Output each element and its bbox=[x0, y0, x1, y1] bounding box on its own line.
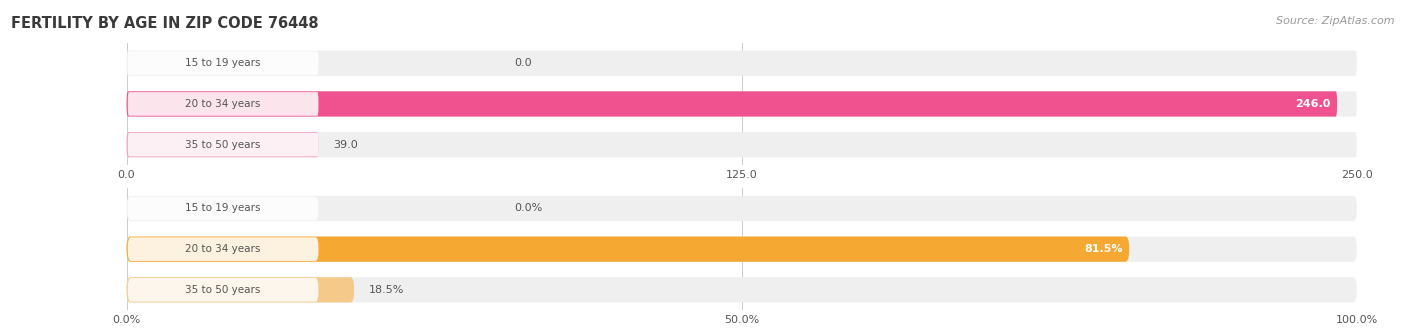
Text: 20 to 34 years: 20 to 34 years bbox=[186, 244, 260, 254]
FancyBboxPatch shape bbox=[127, 132, 1357, 157]
FancyBboxPatch shape bbox=[128, 51, 318, 75]
FancyBboxPatch shape bbox=[128, 92, 318, 116]
FancyBboxPatch shape bbox=[128, 133, 318, 156]
FancyBboxPatch shape bbox=[127, 277, 1357, 303]
Text: 18.5%: 18.5% bbox=[368, 285, 405, 295]
FancyBboxPatch shape bbox=[127, 91, 1357, 116]
Text: Source: ZipAtlas.com: Source: ZipAtlas.com bbox=[1277, 16, 1395, 26]
Text: 39.0: 39.0 bbox=[333, 140, 359, 149]
FancyBboxPatch shape bbox=[127, 277, 354, 303]
Text: 35 to 50 years: 35 to 50 years bbox=[186, 285, 260, 295]
Text: 81.5%: 81.5% bbox=[1084, 244, 1123, 254]
Text: 246.0: 246.0 bbox=[1295, 99, 1331, 109]
Text: 35 to 50 years: 35 to 50 years bbox=[186, 140, 260, 149]
FancyBboxPatch shape bbox=[127, 132, 318, 157]
FancyBboxPatch shape bbox=[127, 237, 1357, 262]
FancyBboxPatch shape bbox=[128, 237, 318, 261]
Text: FERTILITY BY AGE IN ZIP CODE 76448: FERTILITY BY AGE IN ZIP CODE 76448 bbox=[11, 16, 319, 31]
FancyBboxPatch shape bbox=[127, 196, 1357, 221]
Text: 0.0: 0.0 bbox=[515, 58, 531, 68]
Text: 20 to 34 years: 20 to 34 years bbox=[186, 99, 260, 109]
Text: 15 to 19 years: 15 to 19 years bbox=[186, 58, 262, 68]
Text: 15 to 19 years: 15 to 19 years bbox=[186, 204, 262, 214]
FancyBboxPatch shape bbox=[127, 237, 1129, 262]
FancyBboxPatch shape bbox=[127, 50, 1357, 76]
FancyBboxPatch shape bbox=[128, 278, 318, 302]
FancyBboxPatch shape bbox=[128, 197, 318, 220]
FancyBboxPatch shape bbox=[127, 91, 1337, 116]
Text: 0.0%: 0.0% bbox=[515, 204, 543, 214]
